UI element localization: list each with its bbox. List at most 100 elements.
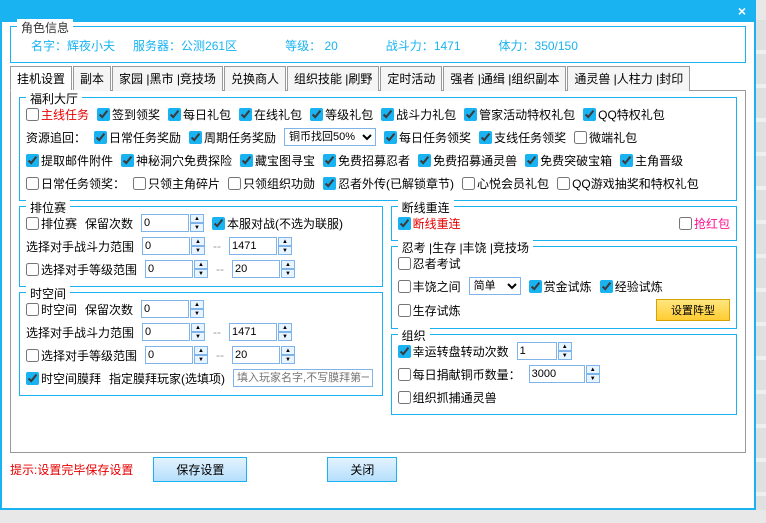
spin-up-icon[interactable]: ▲ — [281, 346, 295, 355]
st-lr-max[interactable] — [232, 346, 280, 364]
ranked-keep-input[interactable] — [141, 214, 189, 232]
chk-daily-gift[interactable]: 每日礼包 — [168, 106, 231, 123]
spin-up-icon[interactable]: ▲ — [190, 300, 204, 309]
spin-down-icon[interactable]: ▼ — [190, 223, 204, 232]
st-cr-max[interactable] — [229, 323, 277, 341]
ranked-lr-min[interactable] — [145, 260, 193, 278]
ranked-cr-max[interactable] — [229, 237, 277, 255]
chk-st-level-range[interactable]: 选择对手等级范围 — [26, 347, 137, 364]
chk-online-gift[interactable]: 在线礼包 — [239, 106, 302, 123]
spin-up-icon[interactable]: ▲ — [191, 237, 205, 246]
chk-qq-lottery[interactable]: QQ游戏抽奖和特权礼包 — [557, 175, 699, 192]
chk-daily-reward-toggle[interactable]: 日常任务领奖： — [26, 175, 125, 192]
spin-up-icon[interactable]: ▲ — [278, 237, 292, 246]
spin-down-icon[interactable]: ▼ — [191, 246, 205, 255]
chk-free-beast[interactable]: 免费招募通灵兽 — [418, 152, 517, 169]
chk-ninja-exam[interactable]: 忍者考试 — [398, 255, 461, 272]
chk-qq-gift[interactable]: QQ特权礼包 — [583, 106, 665, 123]
chk-ranked[interactable]: 排位赛 — [26, 215, 77, 232]
chk-reconnect[interactable]: 断线重连 — [398, 215, 461, 232]
chk-org-merit[interactable]: 只领组织功勋 — [228, 175, 315, 192]
chk-main-quest[interactable]: 主线任务 — [26, 106, 89, 123]
chk-cave[interactable]: 神秘洞穴免费探险 — [121, 152, 232, 169]
spin-up-icon[interactable]: ▲ — [190, 214, 204, 223]
chk-combat-gift[interactable]: 战斗力礼包 — [381, 106, 456, 123]
spin-down-icon[interactable]: ▼ — [281, 355, 295, 364]
spin-down-icon[interactable]: ▼ — [278, 332, 292, 341]
ranked-cr-min[interactable] — [142, 237, 190, 255]
spin-up-icon[interactable]: ▲ — [194, 260, 208, 269]
chk-survival[interactable]: 生存试炼 — [398, 302, 461, 319]
spin-up-icon[interactable]: ▲ — [191, 323, 205, 332]
spin-up-icon[interactable]: ▲ — [558, 342, 572, 351]
char-stamina: 体力：350/150 — [499, 37, 578, 54]
spacetime-group: 时空间 时空间 保留次数 ▲▼ 选择对手战斗力范围 ▲▼ -- ▲▼ 选择对手等… — [19, 292, 383, 396]
chk-branch-quest[interactable]: 支线任务领奖 — [479, 129, 566, 146]
chk-capture-beast[interactable]: 组织抓捕通灵兽 — [398, 389, 497, 406]
ranked-lr-max[interactable] — [232, 260, 280, 278]
spin-down-icon[interactable]: ▼ — [558, 351, 572, 360]
tab-exchange[interactable]: 兑换商人 — [224, 66, 286, 91]
spin-up-icon[interactable]: ▲ — [194, 346, 208, 355]
chk-redpacket[interactable]: 抢红包 — [679, 215, 730, 232]
wheel-count-input[interactable] — [517, 342, 557, 360]
tab-home[interactable]: 家园 |黑市 |竞技场 — [112, 66, 223, 91]
chk-butler-gift[interactable]: 管家活动特权礼包 — [464, 106, 575, 123]
chk-worship[interactable]: 时空间膜拜 — [26, 370, 101, 387]
chk-exp-trial[interactable]: 经验试炼 — [600, 278, 663, 295]
tab-beast[interactable]: 通灵兽 |人柱力 |封印 — [567, 66, 690, 91]
st-lr-min[interactable] — [145, 346, 193, 364]
close-button[interactable]: 关闭 — [327, 457, 397, 482]
chk-wheel[interactable]: 幸运转盘转动次数 — [398, 343, 509, 360]
donate-input[interactable] — [529, 365, 585, 383]
reconnect-group: 断线重连 断线重连 抢红包 — [391, 206, 737, 241]
tab-strong[interactable]: 强者 |通缉 |组织副本 — [443, 66, 566, 91]
character-info-panel: 角色信息 名字：辉夜小夫 服务器：公测261区 等级： 20 战斗力：1471 … — [10, 26, 746, 63]
worship-input[interactable] — [233, 369, 373, 387]
chk-protag[interactable]: 主角晋级 — [620, 152, 683, 169]
spin-down-icon[interactable]: ▼ — [278, 246, 292, 255]
tab-hangup[interactable]: 挂机设置 — [10, 66, 72, 91]
chk-bounty[interactable]: 赏金试炼 — [529, 278, 592, 295]
spin-down-icon[interactable]: ▼ — [194, 355, 208, 364]
trials-group: 忍考 |生存 |丰饶 |竞技场 忍者考试 丰饶之间 简单 赏金试炼 经验试炼 生… — [391, 246, 737, 329]
chk-free-box[interactable]: 免费突破宝箱 — [525, 152, 612, 169]
save-button[interactable]: 保存设置 — [153, 457, 247, 482]
chk-ranked-level-range[interactable]: 选择对手等级范围 — [26, 261, 137, 278]
chk-main-frag[interactable]: 只领主角碎片 — [133, 175, 220, 192]
chk-donate[interactable]: 每日捐献铜币数量： — [398, 366, 521, 383]
spin-up-icon[interactable]: ▲ — [281, 260, 295, 269]
spin-down-icon[interactable]: ▼ — [190, 309, 204, 318]
chk-xinyue[interactable]: 心悦会员礼包 — [462, 175, 549, 192]
chk-level-gift[interactable]: 等级礼包 — [310, 106, 373, 123]
copper-recover-combo[interactable]: 铜币找回50% — [284, 128, 376, 146]
chk-mail[interactable]: 提取邮件附件 — [26, 152, 113, 169]
chk-treasure[interactable]: 藏宝图寻宝 — [240, 152, 315, 169]
spin-down-icon[interactable]: ▼ — [191, 332, 205, 341]
spin-down-icon[interactable]: ▼ — [586, 374, 600, 383]
st-cr-min[interactable] — [142, 323, 190, 341]
chk-spacetime[interactable]: 时空间 — [26, 301, 77, 318]
spacetime-keep-input[interactable] — [141, 300, 189, 318]
tab-orgskill[interactable]: 组织技能 |刷野 — [287, 66, 379, 91]
chk-weekly-reward[interactable]: 周期任务奖励 — [189, 129, 276, 146]
main-window: × 角色信息 名字：辉夜小夫 服务器：公测261区 等级： 20 战斗力：147… — [0, 0, 756, 510]
chk-free-ninja[interactable]: 免费招募忍者 — [323, 152, 410, 169]
close-icon[interactable]: × — [738, 3, 746, 19]
chk-weiduan[interactable]: 微端礼包 — [574, 129, 637, 146]
tab-dungeon[interactable]: 副本 — [73, 66, 111, 91]
chk-signin[interactable]: 签到领奖 — [97, 106, 160, 123]
spin-up-icon[interactable]: ▲ — [586, 365, 600, 374]
tab-timed[interactable]: 定时活动 — [380, 66, 442, 91]
tab-bar: 挂机设置 副本 家园 |黑市 |竞技场 兑换商人 组织技能 |刷野 定时活动 强… — [10, 65, 746, 91]
spin-down-icon[interactable]: ▼ — [194, 269, 208, 278]
spin-up-icon[interactable]: ▲ — [278, 323, 292, 332]
formation-button[interactable]: 设置阵型 — [656, 299, 730, 321]
chk-local-server[interactable]: 本服对战(不选为联服) — [212, 215, 343, 232]
chk-fengrao[interactable]: 丰饶之间 — [398, 278, 461, 295]
spin-down-icon[interactable]: ▼ — [281, 269, 295, 278]
difficulty-combo[interactable]: 简单 — [469, 277, 521, 295]
chk-daily-quest[interactable]: 每日任务领奖 — [384, 129, 471, 146]
chk-daily-task-reward[interactable]: 日常任务奖励 — [94, 129, 181, 146]
chk-gaiden[interactable]: 忍者外传(已解锁章节) — [323, 175, 454, 192]
